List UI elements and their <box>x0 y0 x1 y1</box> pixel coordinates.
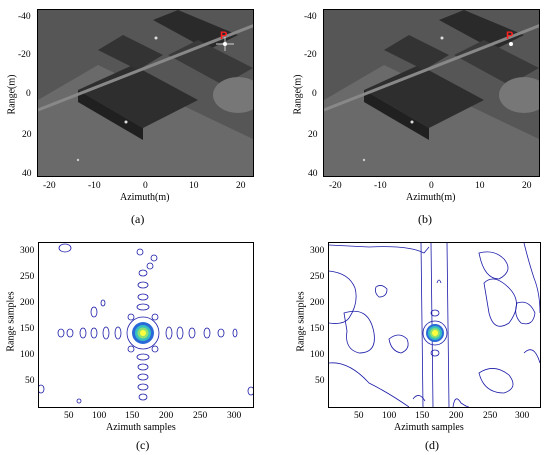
x-tick: 250 <box>193 411 208 421</box>
y-tick: 50 <box>25 376 35 386</box>
y-tick: 200 <box>310 298 325 308</box>
y-tick: 0 <box>312 89 317 99</box>
y-axis-label: Range samples <box>5 291 17 352</box>
y-tick: 40 <box>22 169 32 179</box>
y-tick: 50 <box>315 376 325 386</box>
panel-d: Range samples 300 250 200 150 100 50 50 … <box>275 232 550 455</box>
y-tick: 200 <box>20 298 35 308</box>
y-tick: 100 <box>310 350 325 360</box>
point-marker-label: P <box>220 30 228 42</box>
x-axis-label: Azimuth samples <box>106 422 176 433</box>
sar-image-a: P <box>37 9 254 177</box>
y-tick: 250 <box>20 272 35 282</box>
x-tick: 20 <box>522 181 532 191</box>
x-tick: 300 <box>227 411 242 421</box>
x-axis-label: Azimuth(m) <box>406 192 456 203</box>
contour-plot-d <box>328 242 541 408</box>
y-axis-label: Range(m) <box>6 74 18 115</box>
x-tick: 10 <box>475 181 485 191</box>
panel-b: P Range(m) -40 -20 0 20 40 -20 -10 0 10 … <box>275 0 550 232</box>
y-axis-label: Range samples <box>295 291 307 352</box>
contour-plot-c <box>38 242 254 408</box>
x-tick: 150 <box>125 411 140 421</box>
x-tick: 100 <box>92 411 107 421</box>
x-tick: -20 <box>43 181 56 191</box>
x-axis-label: Azimuth(m) <box>120 192 170 203</box>
x-tick: -10 <box>374 181 387 191</box>
x-tick: 50 <box>354 411 364 421</box>
x-tick: 150 <box>415 411 430 421</box>
panel-a: P Range(m) -40 -20 0 20 40 -20 -10 0 10 … <box>0 0 275 232</box>
y-tick: -40 <box>304 12 317 22</box>
y-tick: 300 <box>20 246 35 256</box>
sar-image-b: P <box>323 9 540 177</box>
y-tick: 100 <box>20 350 35 360</box>
x-tick: 300 <box>515 411 530 421</box>
x-tick: 200 <box>159 411 174 421</box>
y-tick: 300 <box>310 246 325 256</box>
y-tick: 150 <box>20 324 35 334</box>
y-tick: 40 <box>308 169 318 179</box>
y-tick: -20 <box>304 50 317 60</box>
x-tick: -10 <box>88 181 101 191</box>
panel-caption: (d) <box>425 438 439 452</box>
panel-caption: (c) <box>136 438 150 452</box>
x-tick: 0 <box>429 181 434 191</box>
y-tick: 20 <box>308 130 318 140</box>
panel-c: Range samples 300 250 200 150 100 50 50 … <box>0 232 275 455</box>
y-tick: 0 <box>26 89 31 99</box>
x-tick: 250 <box>483 411 498 421</box>
x-tick: 10 <box>189 181 199 191</box>
y-tick: -40 <box>18 12 31 22</box>
x-tick: 20 <box>236 181 246 191</box>
y-axis-label: Range(m) <box>292 74 304 115</box>
point-marker-label: P <box>506 30 514 42</box>
y-tick: 150 <box>310 324 325 334</box>
y-tick: 250 <box>310 272 325 282</box>
x-tick: -20 <box>329 181 342 191</box>
x-tick: 100 <box>382 411 397 421</box>
y-tick: 20 <box>22 130 32 140</box>
y-tick: -20 <box>18 50 31 60</box>
x-tick: 0 <box>143 181 148 191</box>
panel-caption: (a) <box>131 212 145 226</box>
panel-caption: (b) <box>418 212 432 226</box>
x-tick: 200 <box>449 411 464 421</box>
x-tick: 50 <box>64 411 74 421</box>
x-axis-label: Azimuth samples <box>394 422 464 433</box>
